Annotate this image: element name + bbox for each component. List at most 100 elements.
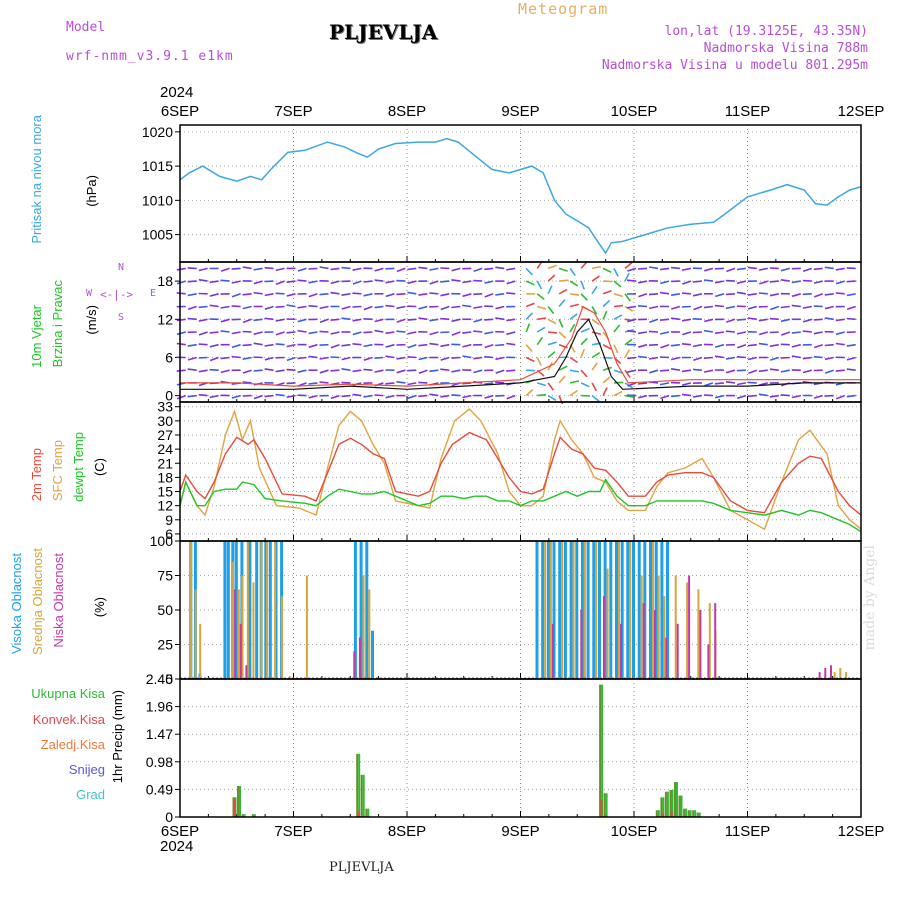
wind-barb xyxy=(242,330,252,333)
y-tick-label: 24 xyxy=(157,441,173,457)
wind-barb xyxy=(352,343,362,346)
wind-barb xyxy=(363,356,373,361)
y-tick-label: 18 xyxy=(157,469,173,485)
wind-barb xyxy=(385,331,395,335)
wind-barb xyxy=(286,293,296,297)
cloud-bar-mid xyxy=(640,575,643,679)
precip-bar-total xyxy=(685,808,688,817)
wind-barb xyxy=(253,291,263,295)
wind-barb xyxy=(602,376,611,384)
wind-barb xyxy=(670,266,680,270)
sfc-temp-line xyxy=(179,408,862,531)
wind-barb xyxy=(418,369,428,375)
wind-barb xyxy=(330,331,340,335)
wind-barb xyxy=(627,267,637,272)
wind-barb xyxy=(692,280,702,283)
wind-barb xyxy=(264,356,274,361)
wind-barb xyxy=(813,318,823,321)
precip-bar-total-dark xyxy=(655,810,658,817)
precip-bar-conv xyxy=(233,800,236,817)
wind-barb xyxy=(275,393,285,397)
wind-barb xyxy=(341,293,351,296)
wind-barb xyxy=(484,382,494,386)
model-label: Model xyxy=(66,20,106,35)
wind-barb xyxy=(547,382,555,391)
panel-frame-4 xyxy=(179,678,862,818)
wind-barb xyxy=(536,305,547,310)
wind-barb xyxy=(681,292,691,295)
wind-barb xyxy=(495,356,505,361)
wind-barb xyxy=(569,369,580,373)
wind-barb xyxy=(704,382,714,387)
precip-bar-total xyxy=(666,791,669,817)
wind-barb xyxy=(451,369,461,373)
wind-barb xyxy=(548,331,558,334)
y-tick-label: 75 xyxy=(157,568,173,584)
cloud-bar-mid xyxy=(190,541,193,679)
cloud-bar-mid xyxy=(845,672,847,679)
wind-barb xyxy=(836,394,845,400)
wind-barb xyxy=(846,343,856,347)
wind-barb xyxy=(198,369,208,373)
wind-barb xyxy=(747,356,757,361)
wind-barb xyxy=(275,292,285,295)
wind-barb xyxy=(385,394,395,399)
precip-bar-conv xyxy=(661,814,664,817)
cloud-bar-high xyxy=(234,541,238,679)
wind-barb xyxy=(363,280,373,283)
wind-barb xyxy=(374,305,384,309)
wind-barb xyxy=(418,293,428,296)
wind-barb xyxy=(681,343,691,346)
wind-barb xyxy=(603,280,613,283)
wind-barb xyxy=(506,267,516,271)
year-top: 2024 xyxy=(160,84,194,101)
cloud-bar-mid xyxy=(686,582,689,679)
wind-barb xyxy=(659,318,670,321)
wind-barb xyxy=(330,267,340,271)
wind-barb xyxy=(814,293,823,298)
wind-barb xyxy=(198,267,208,272)
wind-barb xyxy=(506,394,516,400)
wind-barb xyxy=(231,355,241,359)
y-tick-label: 1015 xyxy=(142,158,173,174)
wind-barb xyxy=(591,265,602,270)
cloud-bar-high xyxy=(223,541,227,679)
wind-barb xyxy=(725,279,735,282)
cloud-bar-low xyxy=(642,603,645,679)
wind-barb xyxy=(396,381,406,384)
cloud-bar-high xyxy=(359,541,363,679)
wind-barb xyxy=(297,267,307,272)
wind-barb xyxy=(286,356,296,362)
wind-barb xyxy=(187,356,197,361)
cloud-bar-mid xyxy=(368,589,371,679)
wind-barb xyxy=(659,291,670,295)
wind-barb xyxy=(846,394,856,398)
wind-barb xyxy=(703,356,713,359)
wind-barb xyxy=(275,369,285,373)
wind-barb xyxy=(802,305,812,309)
cloud-bar-mid xyxy=(549,541,552,679)
wind-barb xyxy=(396,318,406,323)
wind-barb xyxy=(846,267,856,270)
wind-barb xyxy=(681,305,691,308)
wind-barb xyxy=(714,331,725,335)
cloud-bar-low xyxy=(676,623,679,679)
precip-bar-total-dark xyxy=(365,808,368,817)
wind-barb xyxy=(802,318,813,323)
cloud-bar-high xyxy=(546,541,550,679)
wind-barb xyxy=(484,280,494,284)
wind-barb xyxy=(624,272,630,282)
wind-barb xyxy=(253,318,263,322)
wind-barb xyxy=(846,368,856,371)
date-tick-bottom-11SEP: 11SEP xyxy=(725,823,771,840)
wind-barb xyxy=(591,331,601,335)
wind-barb xyxy=(308,394,318,399)
wind-barb xyxy=(363,394,373,398)
wind-barb xyxy=(264,394,274,398)
wind-barb xyxy=(747,266,757,270)
cloud-bar-mid xyxy=(572,541,575,679)
wind-barb xyxy=(791,293,802,298)
wind-barb xyxy=(758,342,768,346)
pressure-line xyxy=(179,137,862,255)
wind-barb xyxy=(736,356,746,359)
